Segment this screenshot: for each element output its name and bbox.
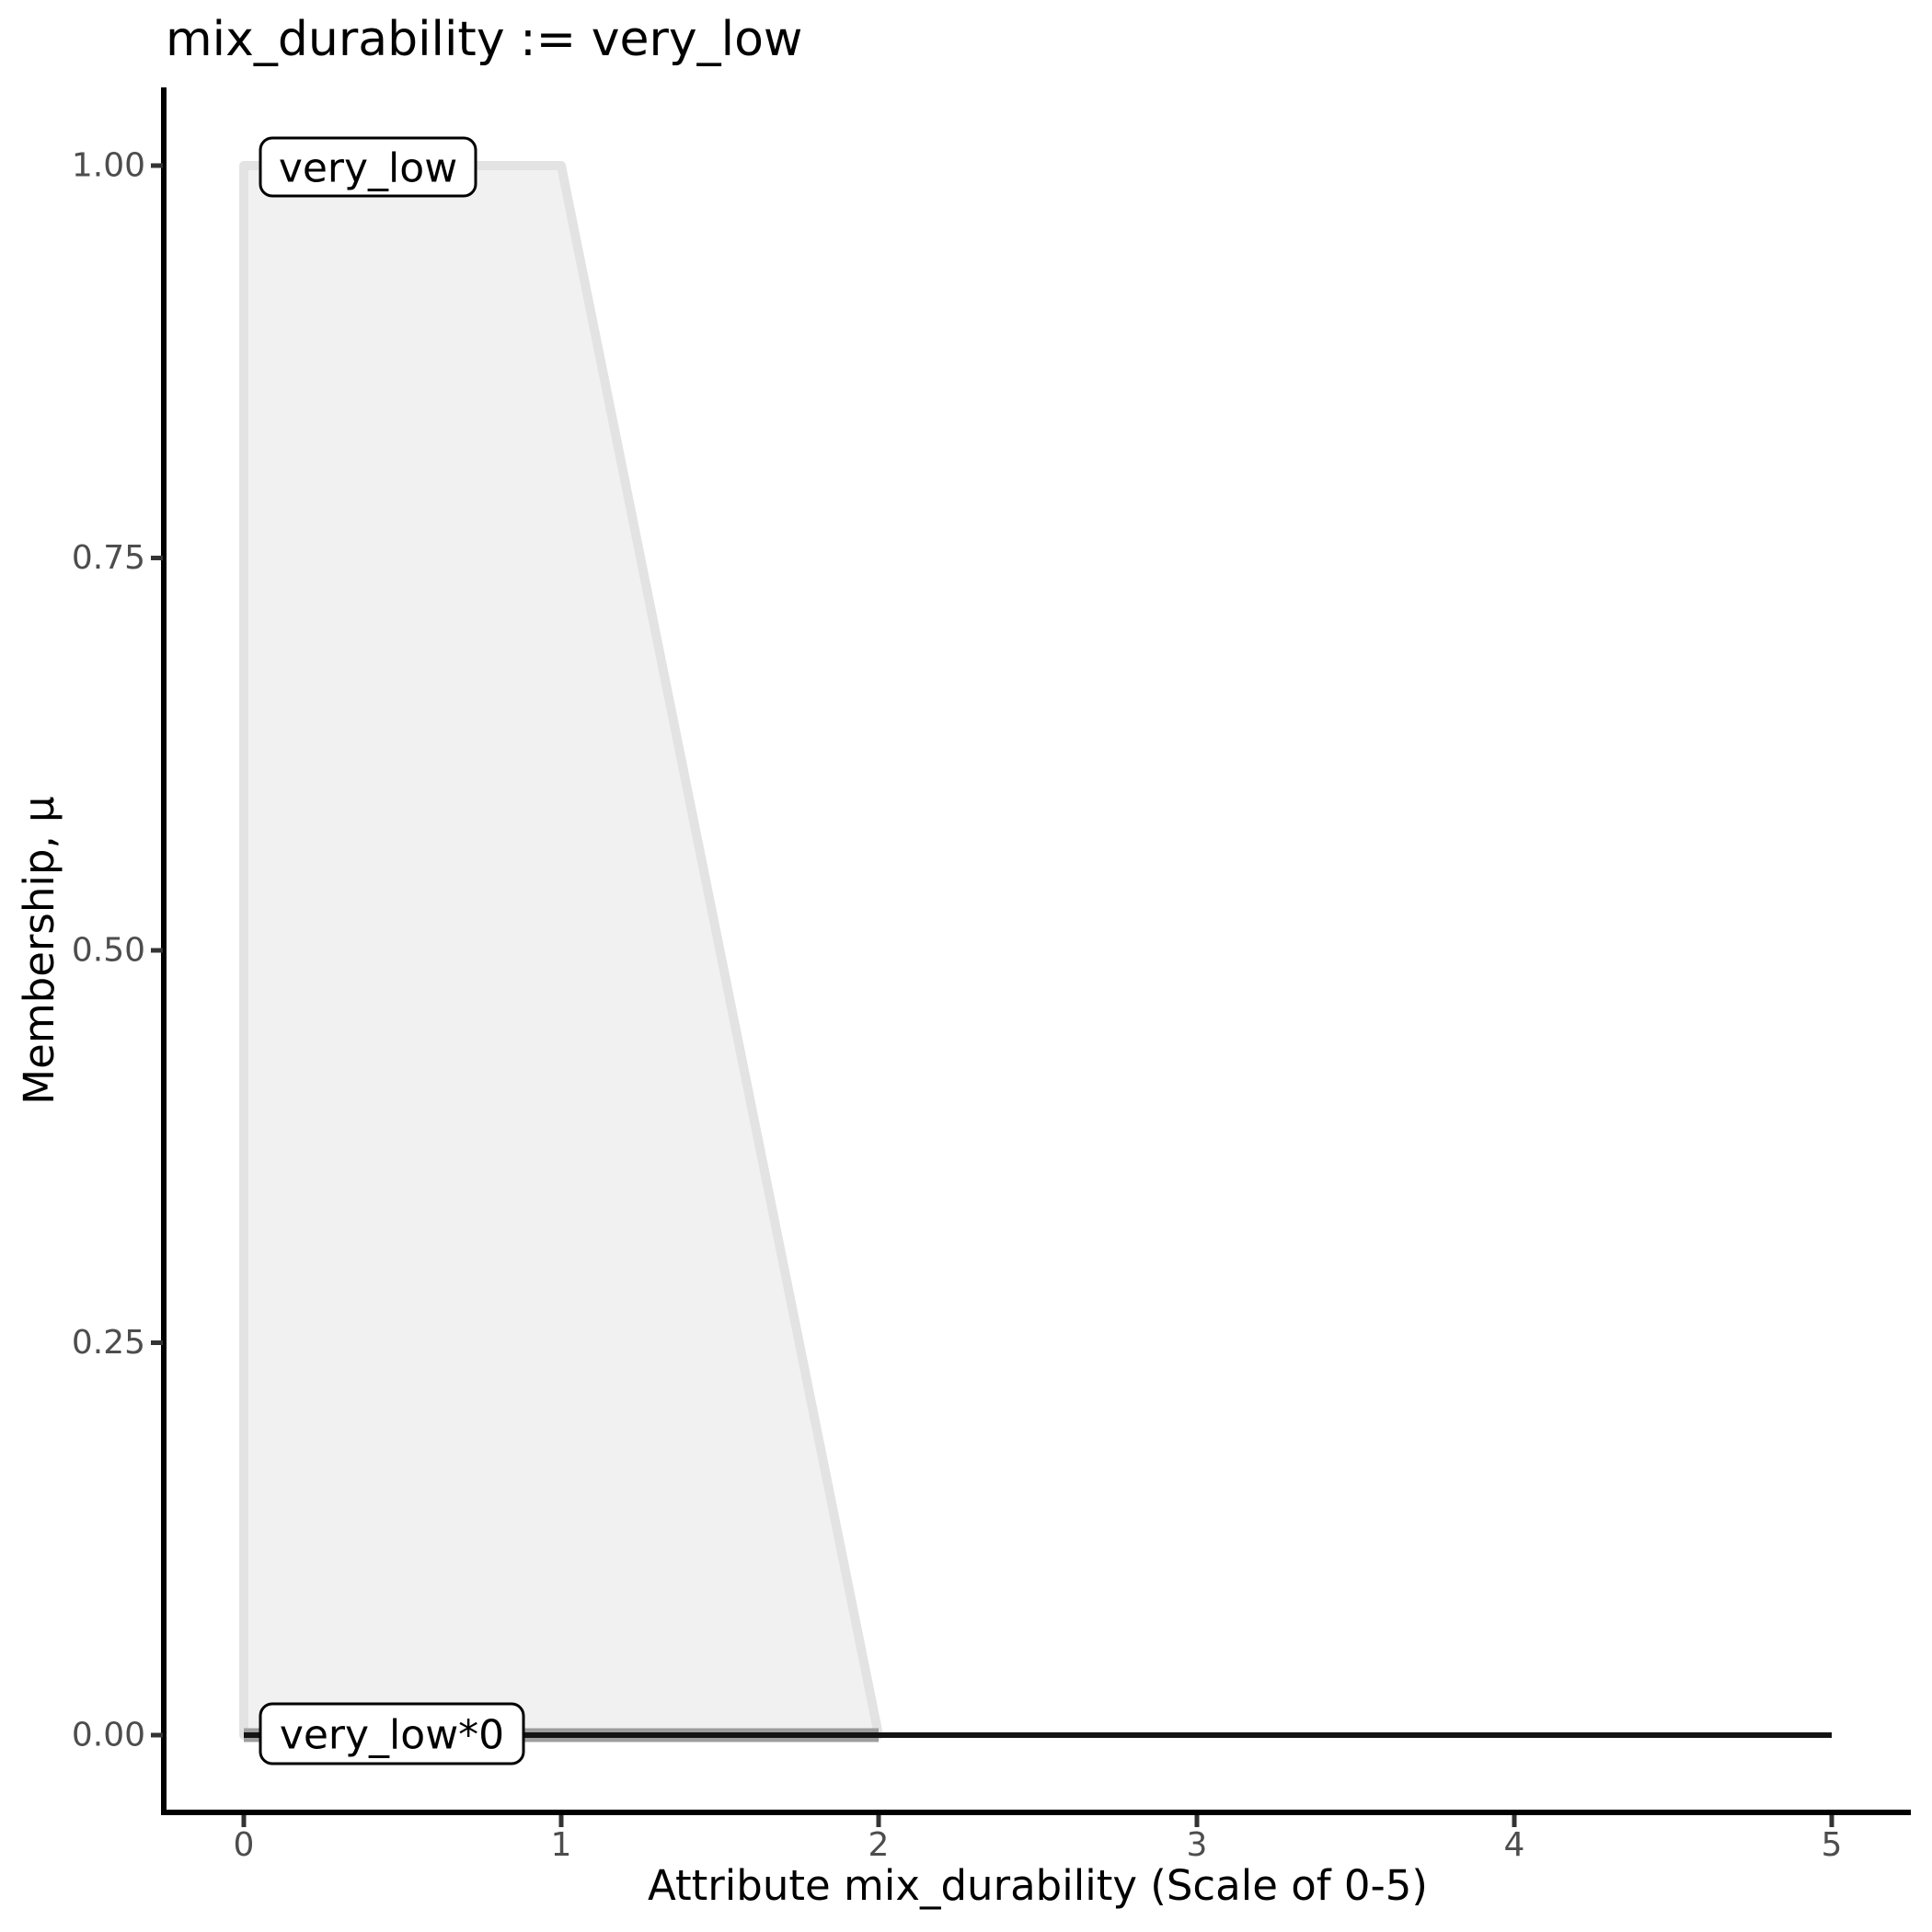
x-tick-labels: 0 1 2 3 4 5 [234, 1826, 1843, 1864]
x-tick-label: 0 [234, 1826, 255, 1864]
x-tick-label: 4 [1504, 1826, 1525, 1864]
y-tick-marks [151, 163, 163, 1738]
annotation-very-low-times-0: very_low*0 [259, 1702, 525, 1765]
annotation-text: very_low*0 [280, 1712, 504, 1759]
y-tick-label: 0.50 [72, 932, 145, 970]
y-tick-label: 1.00 [72, 147, 145, 185]
annotation-box [259, 136, 477, 198]
plot-title: mix_durability := very_low [166, 12, 802, 67]
y-tick-label: 0.25 [72, 1324, 145, 1362]
y-tick-label: 0.75 [72, 539, 145, 577]
x-tick-label: 5 [1822, 1826, 1843, 1864]
annotation-box [259, 1702, 525, 1765]
x-tick-label: 2 [868, 1826, 890, 1864]
x-tick-label: 3 [1187, 1826, 1208, 1864]
annotation-text: very_low [279, 145, 457, 192]
x-tick-marks [241, 1815, 1834, 1827]
axes: 0.00 0.25 0.50 0.75 1.00 0 1 2 3 4 5 Att… [15, 87, 1911, 1910]
x-tick-label: 1 [551, 1826, 572, 1864]
annotation-very-low: very_low [259, 136, 477, 198]
y-tick-labels: 0.00 0.25 0.50 0.75 1.00 [72, 147, 145, 1754]
x-axis-title: Attribute mix_durability (Scale of 0-5) [648, 1861, 1428, 1910]
y-axis-title: Membership, μ [15, 796, 63, 1104]
y-tick-label: 0.00 [72, 1717, 145, 1754]
